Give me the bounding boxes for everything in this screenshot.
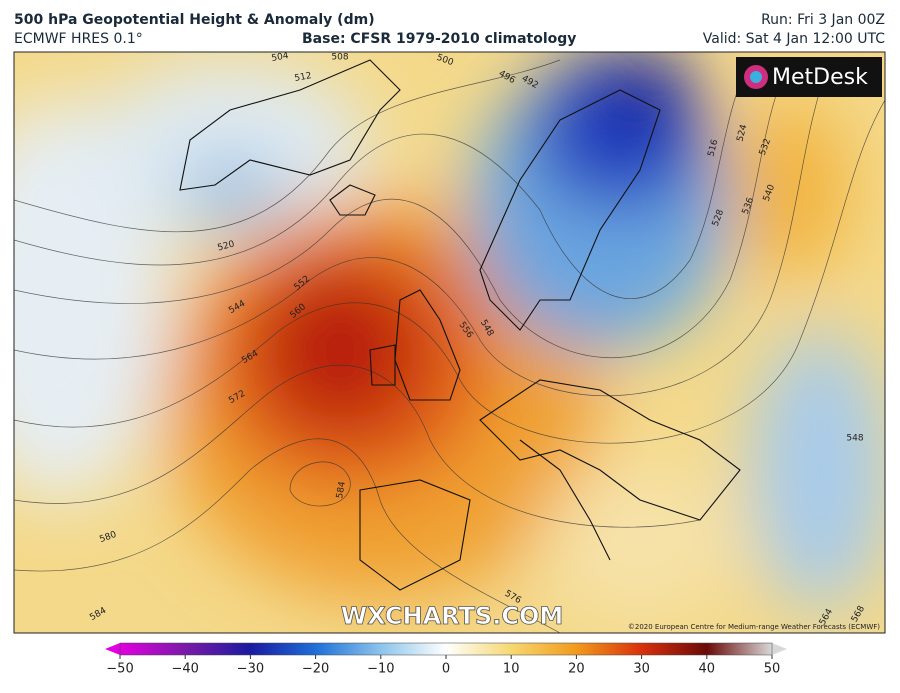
title: 500 hPa Geopotential Height & Anomaly (d… xyxy=(14,12,375,28)
colorbar: −50 −40 −30 −20 −10 0 10 20 30 40 50 xyxy=(105,642,787,677)
copyright: ©2020 European Centre for Medium-range W… xyxy=(628,623,880,631)
colorbar-tick-label: −20 xyxy=(302,662,329,677)
contour-label: 520 xyxy=(217,239,236,253)
contour-label: 512 xyxy=(294,71,313,84)
base: Base: CFSR 1979-2010 climatology xyxy=(302,31,576,47)
colorbar-tick-label: 40 xyxy=(699,662,716,677)
colorbar-tick-label: 0 xyxy=(442,662,450,677)
watermark: WXCHARTS.COM xyxy=(341,602,563,630)
model: ECMWF HRES 0.1° xyxy=(14,31,143,47)
map-frame xyxy=(13,51,886,634)
colorbar-tick-label: 20 xyxy=(568,662,585,677)
contour-label: 508 xyxy=(331,53,348,63)
logo: MetDesk xyxy=(772,65,868,90)
logo-icon-inner xyxy=(750,71,762,83)
colorbar-tick-label: −50 xyxy=(106,662,133,677)
contour-label: 516 xyxy=(706,138,720,157)
colorbar-tick-label: −10 xyxy=(367,662,394,677)
run: Run: Fri 3 Jan 00Z xyxy=(761,12,885,28)
map xyxy=(14,52,885,633)
valid: Valid: Sat 4 Jan 12:00 UTC xyxy=(703,31,885,47)
contour-label: 504 xyxy=(271,51,290,64)
contour-label: 548 xyxy=(846,434,863,444)
colorbar-tick-label: −40 xyxy=(171,662,198,677)
colorbar-tick-label: 30 xyxy=(633,662,650,677)
colorbar-tick-label: 10 xyxy=(503,662,520,677)
colorbar-tick-label: 50 xyxy=(764,662,781,677)
colorbar-tick-label: −30 xyxy=(237,662,264,677)
contour-label: 524 xyxy=(735,123,749,142)
contour-label: 584 xyxy=(335,480,348,499)
